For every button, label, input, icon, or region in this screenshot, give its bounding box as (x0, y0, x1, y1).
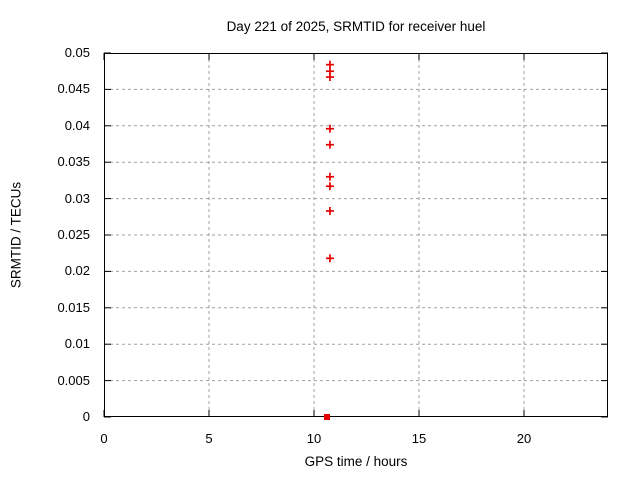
plot-area (103, 52, 608, 420)
x-tick-label: 10 (306, 431, 322, 446)
y-tick-label: 0 (82, 409, 90, 424)
y-tick-label: 0.015 (57, 299, 90, 315)
y-tick-label: 0.005 (57, 372, 90, 388)
x-tick-label: 5 (205, 431, 213, 446)
plot-svg (103, 52, 608, 420)
y-tick-label: 0.04 (64, 117, 90, 133)
y-tick-label: 0.03 (64, 190, 90, 206)
data-point-square (324, 414, 331, 420)
x-axis-title: GPS time / hours (304, 454, 408, 469)
y-tick-label: 0.05 (64, 45, 90, 60)
y-tick-label: 0.035 (57, 154, 90, 170)
chart-title: Day 221 of 2025, SRMTID for receiver hue… (226, 19, 486, 34)
x-tick-label: 15 (411, 431, 427, 446)
x-tick-label: 0 (100, 431, 108, 446)
y-tick-label: 0.045 (57, 81, 90, 97)
y-tick-label: 0.02 (64, 263, 90, 279)
y-tick-label: 0.01 (64, 336, 90, 352)
y-tick-label: 0.025 (57, 227, 90, 242)
x-tick-label: 20 (516, 431, 532, 446)
plot-border (104, 53, 608, 417)
